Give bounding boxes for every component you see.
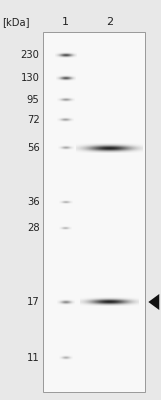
Text: 17: 17 — [27, 297, 39, 307]
Text: 2: 2 — [106, 17, 113, 27]
Text: 72: 72 — [27, 115, 39, 125]
Text: 130: 130 — [21, 73, 39, 83]
Bar — [43, 32, 145, 392]
Text: [kDa]: [kDa] — [2, 17, 30, 27]
Text: 11: 11 — [27, 353, 39, 363]
Text: 36: 36 — [27, 197, 39, 207]
Text: 56: 56 — [27, 143, 39, 153]
Text: 95: 95 — [27, 95, 39, 105]
Text: 28: 28 — [27, 223, 39, 233]
Polygon shape — [148, 294, 159, 310]
Text: 230: 230 — [21, 50, 39, 60]
Text: 1: 1 — [62, 17, 69, 27]
